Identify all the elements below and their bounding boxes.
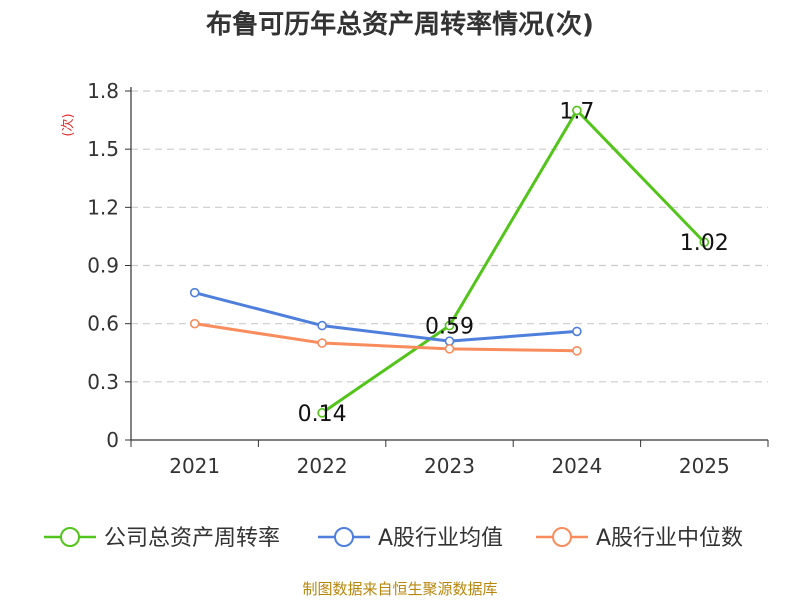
y-axis-label: (次) [60, 113, 76, 136]
legend-label: 公司总资产周转率 [104, 526, 280, 551]
y-tick-labels: 0 0.3 0.6 0.9 1.2 1.5 1.8 [87, 79, 119, 452]
data-label: 1.02 [680, 231, 729, 256]
x-tick-label: 2023 [424, 454, 475, 478]
data-point [189, 287, 200, 298]
data-label: 0.59 [425, 315, 474, 340]
legend-marker [552, 527, 572, 547]
data-point [572, 105, 582, 116]
series-line-0 [321, 108, 706, 415]
axes [125, 87, 769, 447]
legend-label: A股行业均值 [378, 526, 503, 551]
x-tick-label: 2024 [551, 454, 602, 478]
x-tick-label: 2025 [679, 454, 730, 478]
data-point [317, 320, 327, 331]
data-point [317, 338, 327, 348]
chart-title: 布鲁可历年总资产周转率情况(次) [206, 10, 594, 40]
y-tick-label: 0.9 [87, 254, 119, 278]
x-tick-label: 2021 [169, 454, 220, 478]
data-source-note: 制图数据来自恒生聚源数据库 [302, 580, 498, 598]
x-tick-label: 2022 [297, 454, 348, 478]
y-tick-label: 0.3 [87, 370, 119, 394]
series-line-1 [194, 291, 578, 343]
legend: 公司总资产周转率 A股行业均值 A股行业中位数 [44, 526, 743, 551]
legend-label: A股行业中位数 [596, 526, 743, 551]
data-point [189, 318, 200, 329]
data-point [317, 408, 327, 418]
data-point [444, 344, 455, 354]
legend-marker [334, 527, 354, 547]
data-label: 1.7 [559, 99, 594, 124]
y-tick-label: 1.8 [87, 79, 119, 103]
data-point [699, 237, 710, 248]
y-tick-label: 1.2 [87, 195, 119, 219]
data-label: 0.14 [298, 402, 347, 427]
data-point [444, 320, 455, 331]
y-tick-label: 1.5 [87, 137, 119, 161]
series-line-2 [194, 322, 577, 353]
data-point [572, 326, 582, 337]
y-tick-label: 0.6 [87, 312, 119, 336]
y-tick-label: 0 [106, 428, 119, 452]
legend-marker [60, 527, 80, 547]
data-labels: 0.14 0.59 1.7 1.02 [298, 99, 729, 426]
data-point [572, 346, 582, 356]
x-tick-labels: 2021 2022 2023 2024 2025 [169, 454, 730, 478]
series-lines [189, 105, 710, 418]
